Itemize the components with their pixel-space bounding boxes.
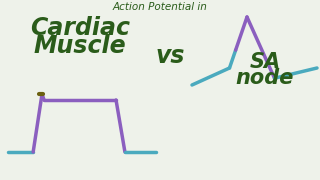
Text: node: node xyxy=(236,68,294,88)
Text: SA: SA xyxy=(249,52,281,72)
Text: vs: vs xyxy=(155,44,185,68)
Text: Muscle: Muscle xyxy=(34,34,126,58)
Text: Cardiac: Cardiac xyxy=(30,16,130,40)
Text: Action Potential in: Action Potential in xyxy=(113,2,207,12)
